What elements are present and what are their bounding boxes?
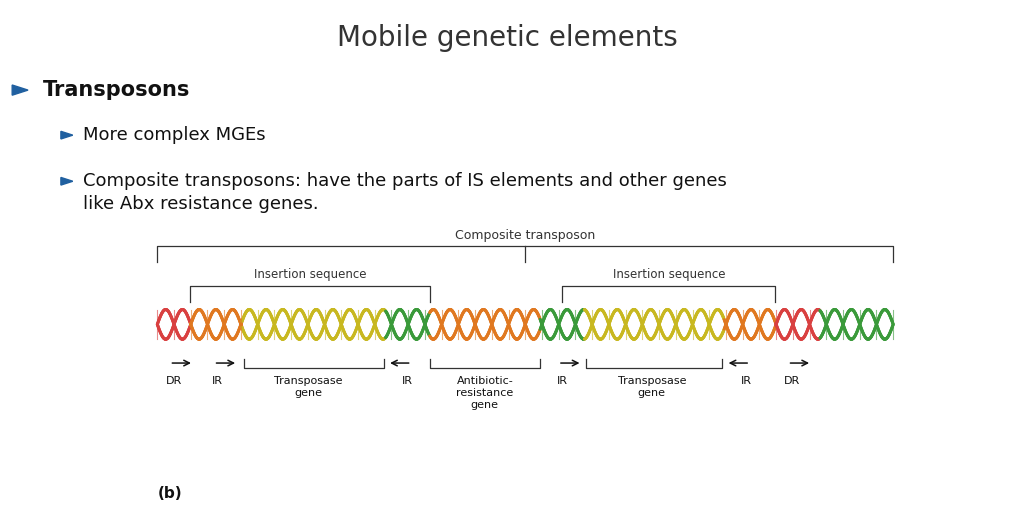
Text: Antibiotic-
resistance
gene: Antibiotic- resistance gene <box>456 376 514 410</box>
Polygon shape <box>12 85 28 95</box>
Text: like Abx resistance genes.: like Abx resistance genes. <box>83 195 319 213</box>
Text: Transposase
gene: Transposase gene <box>274 376 342 398</box>
Text: Transposons: Transposons <box>43 80 190 100</box>
Text: IR: IR <box>741 376 751 386</box>
Polygon shape <box>61 178 73 185</box>
Polygon shape <box>61 131 73 139</box>
Text: More complex MGEs: More complex MGEs <box>83 126 266 144</box>
Text: Mobile genetic elements: Mobile genetic elements <box>337 24 678 52</box>
Text: IR: IR <box>402 376 413 386</box>
Text: Transposase
gene: Transposase gene <box>617 376 686 398</box>
Text: IR: IR <box>556 376 567 386</box>
Text: Composite transposons: have the parts of IS elements and other genes: Composite transposons: have the parts of… <box>83 172 727 190</box>
Text: IR: IR <box>212 376 223 386</box>
Text: DR: DR <box>784 376 800 386</box>
Text: DR: DR <box>165 376 182 386</box>
Text: Composite transposon: Composite transposon <box>455 228 596 242</box>
Text: Insertion sequence: Insertion sequence <box>612 268 725 281</box>
Text: Insertion sequence: Insertion sequence <box>254 268 366 281</box>
Text: (b): (b) <box>157 486 182 501</box>
